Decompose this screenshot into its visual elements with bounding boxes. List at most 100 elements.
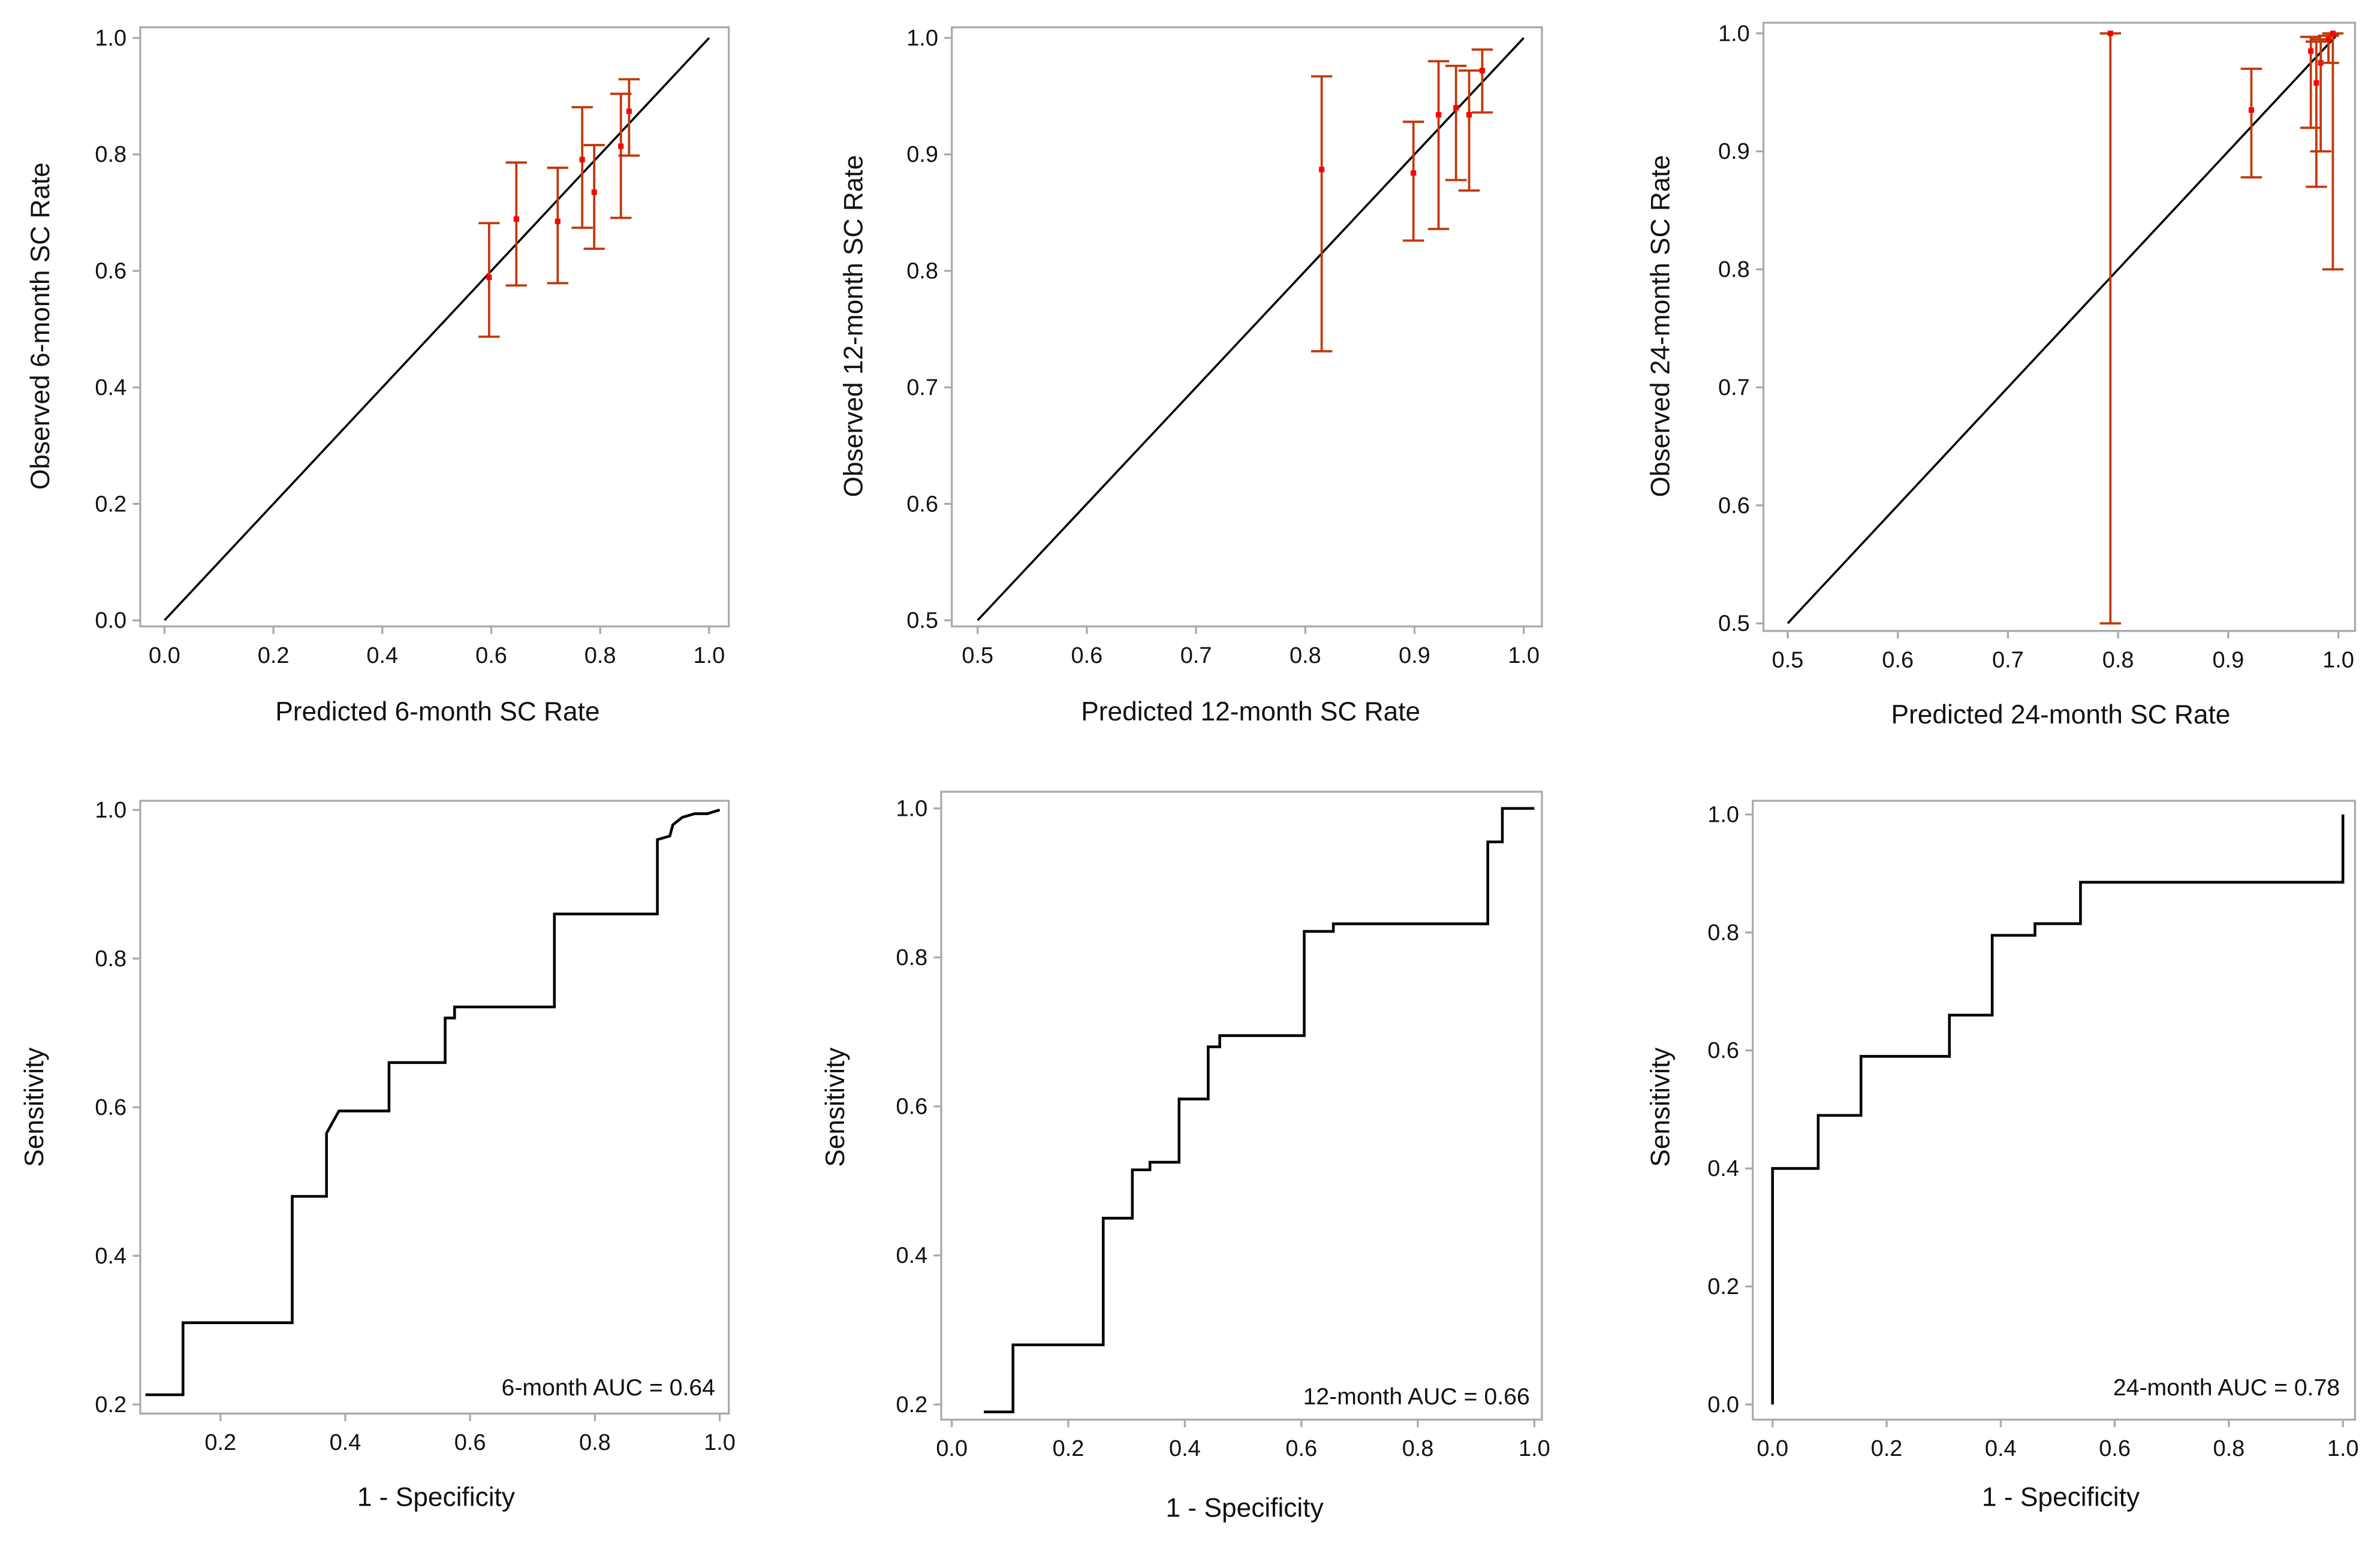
x-tick-label: 1.0 (693, 643, 725, 668)
data-point (626, 108, 632, 114)
y-tick-label: 0.4 (1707, 1156, 1739, 1181)
data-point (1466, 111, 1472, 118)
x-tick-label: 0.8 (1402, 1436, 1434, 1461)
x-tick-label: 0.6 (1071, 643, 1103, 668)
error-bar (1310, 75, 1333, 352)
y-tick-label: 0.0 (95, 608, 126, 634)
x-tick-label: 0.7 (1992, 647, 2024, 673)
y-tick-label: 0.6 (95, 259, 126, 284)
y-tick-label: 0.8 (95, 946, 126, 972)
y-axis-label: Observed 6-month SC Rate (26, 162, 55, 490)
x-tick-label: 1.0 (1508, 643, 1540, 668)
y-tick-label: 1.0 (906, 26, 938, 51)
auc-annotation: 6-month AUC = 0.64 (502, 1374, 715, 1401)
x-tick-label: 0.4 (1985, 1436, 2017, 1461)
x-tick-label: 0.0 (1757, 1436, 1788, 1461)
x-tick-label: 1.0 (2327, 1436, 2359, 1461)
x-tick-label: 1.0 (704, 1430, 736, 1455)
y-axis-label: Observed 24-month SC Rate (1646, 155, 1676, 497)
x-axis-label: 1 - Specificity (1982, 1483, 2140, 1512)
y-tick-label: 0.6 (1718, 493, 1750, 518)
plot-frame (139, 26, 730, 628)
y-tick-label: 0.6 (1707, 1038, 1739, 1063)
y-tick-label: 0.0 (1707, 1392, 1739, 1418)
panel-cal12: 0.5 0.6 0.7 0.8 0.9 1.0 0.5 0.6 0.7 0.8 0.9 1.0 Pred… (839, 26, 1543, 726)
error-bar (1445, 65, 1467, 182)
data-point (1453, 105, 1459, 111)
panel-roc24: 0.0 0.2 0.4 0.6 0.8 1.0 0.0 0.2 0.4 0.6 0.8 1.0 1 - … (1646, 800, 2359, 1512)
y-tick-label: 0.2 (95, 491, 126, 517)
y-tick-label: 0.9 (906, 142, 938, 167)
data-point (1411, 170, 1417, 176)
plot-frame (940, 791, 1543, 1421)
roc-curve (1771, 814, 2345, 1405)
error-bar (618, 78, 640, 157)
x-tick-label: 0.9 (1399, 643, 1430, 668)
y-tick-label: 0.6 (95, 1095, 126, 1120)
x-tick-label: 0.2 (258, 643, 290, 668)
data-point (591, 189, 597, 195)
y-tick-label: 0.6 (906, 491, 938, 517)
x-tick-label: 0.6 (1285, 1436, 1317, 1461)
error-bar (571, 105, 593, 229)
y-tick-label: 0.2 (1707, 1274, 1739, 1299)
y-axis-label: Sensitivity (20, 1047, 49, 1167)
x-tick-label: 0.5 (962, 643, 993, 668)
y-tick-label: 0.6 (896, 1094, 927, 1120)
error-bar (1402, 120, 1424, 242)
x-tick-label: 0.0 (149, 643, 180, 668)
x-tick-label: 0.2 (1871, 1436, 1903, 1461)
x-tick-label: 0.8 (1290, 643, 1321, 668)
error-bar (2099, 32, 2121, 625)
x-tick-label: 1.0 (2322, 647, 2354, 673)
x-tick-label: 0.6 (454, 1430, 486, 1455)
data-point (1436, 111, 1442, 118)
x-tick-label: 0.4 (330, 1430, 361, 1455)
y-tick-label: 0.4 (95, 1244, 126, 1269)
data-point (2313, 80, 2319, 86)
y-axis-label: Sensitivity (1646, 1047, 1676, 1167)
y-tick-label: 0.4 (896, 1243, 927, 1268)
x-tick-label: 0.2 (1053, 1436, 1084, 1461)
roc-curve (145, 809, 721, 1397)
error-bar (583, 144, 605, 250)
data-point (2248, 107, 2254, 113)
y-tick-label: 0.8 (1718, 257, 1750, 282)
x-tick-label: 0.6 (2099, 1436, 2131, 1461)
y-tick-label: 1.0 (1718, 21, 1750, 46)
data-point (2308, 48, 2314, 54)
plot-frame (951, 26, 1543, 628)
x-tick-label: 1.0 (1519, 1436, 1550, 1461)
y-tick-label: 1.0 (95, 798, 126, 823)
y-tick-label: 0.4 (95, 375, 126, 400)
panel-cal6: 0.0 0.2 0.4 0.6 0.8 1.0 0.0 0.2 0.4 0.6 0.8 1.0 Pred… (26, 26, 730, 726)
x-tick-label: 0.9 (2212, 647, 2244, 673)
x-tick-label: 0.8 (2213, 1436, 2245, 1461)
data-point (486, 275, 492, 281)
y-tick-label: 0.5 (906, 608, 938, 634)
y-tick-label: 0.9 (1718, 139, 1750, 164)
panel-roc12: 0.0 0.2 0.4 0.6 0.8 1.0 0.2 0.4 0.6 0.8 1.0 1 - Spe… (821, 791, 1550, 1522)
error-bar (1427, 60, 1450, 230)
reference-line (164, 37, 710, 622)
data-point (579, 156, 585, 162)
x-tick-label: 0.0 (936, 1436, 968, 1461)
x-tick-label: 0.4 (1169, 1436, 1201, 1461)
data-point (1479, 68, 1486, 74)
y-tick-label: 1.0 (1707, 803, 1739, 828)
data-point (2325, 36, 2331, 43)
plot-frame (1752, 800, 2357, 1421)
x-axis-label: Predicted 24-month SC Rate (1891, 700, 2231, 729)
y-tick-label: 0.7 (906, 375, 938, 400)
error-bar (505, 161, 527, 287)
reference-line (1786, 32, 2339, 625)
panel-cal24: 0.5 0.6 0.7 0.8 0.9 1.0 0.5 0.6 0.7 0.8 0.9 1.0 Pred… (1646, 21, 2357, 729)
y-tick-label: 0.2 (896, 1392, 927, 1418)
y-tick-label: 0.2 (95, 1392, 126, 1418)
data-point (513, 216, 519, 222)
reference-line (977, 37, 1525, 622)
x-tick-label: 0.7 (1180, 643, 1212, 668)
y-tick-label: 0.8 (1707, 920, 1739, 945)
y-tick-label: 0.8 (906, 259, 938, 284)
